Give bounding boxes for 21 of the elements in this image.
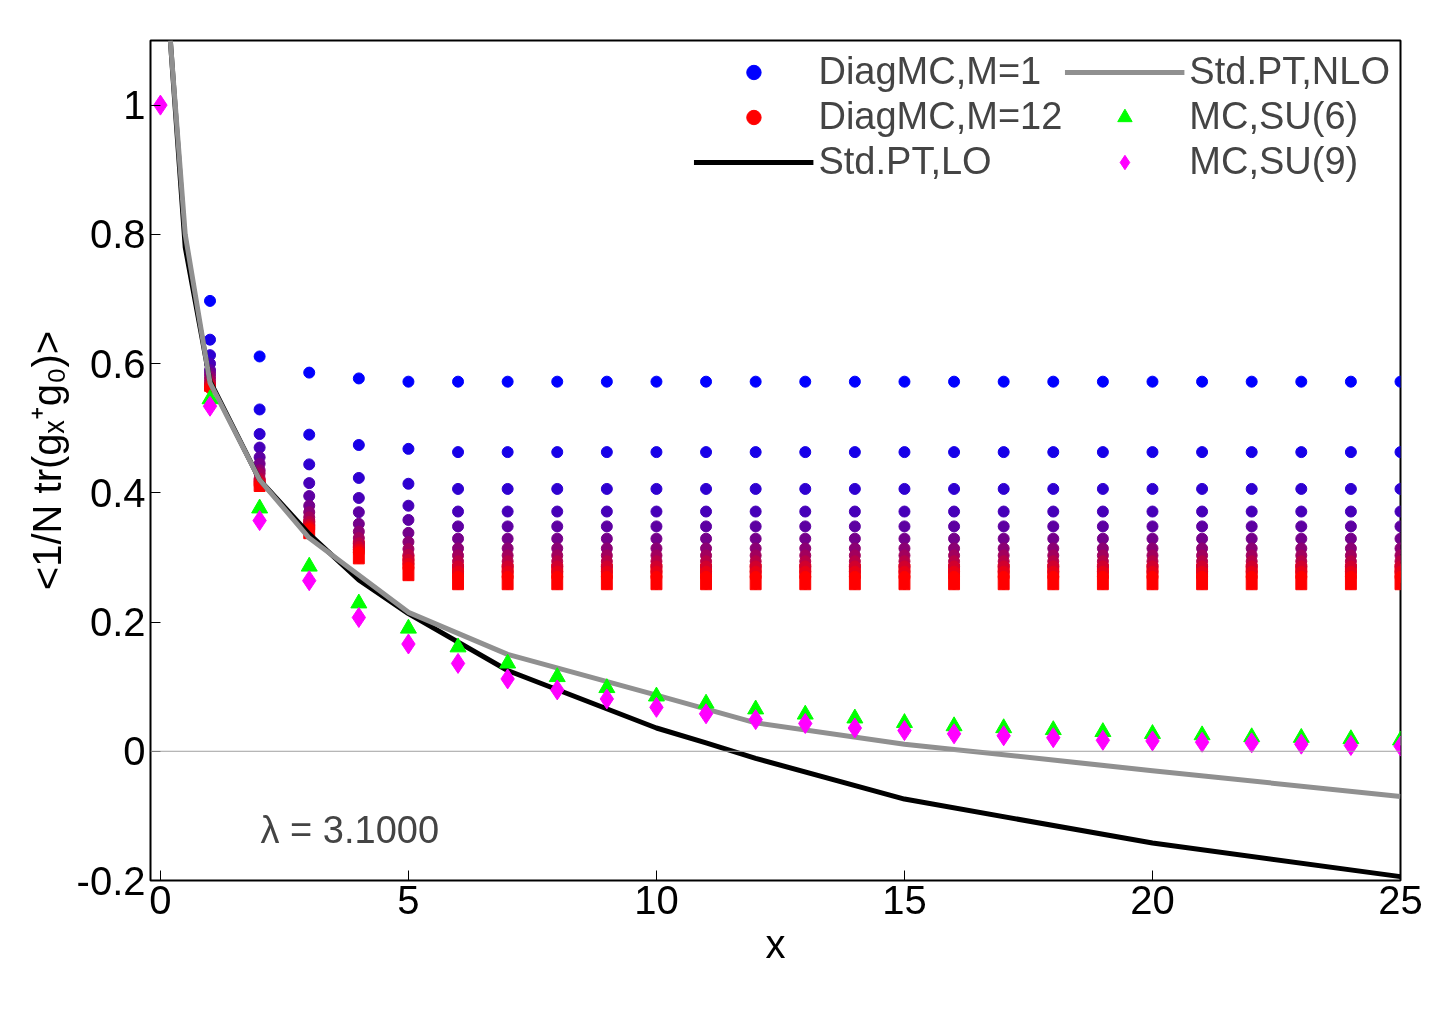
- annotation: λ = 3.1000: [260, 808, 440, 851]
- legend-label: DiagMC,M=12: [818, 95, 1063, 138]
- y-tick-label: 0.2: [89, 600, 146, 645]
- legend-label: MC,SU(6): [1189, 95, 1359, 138]
- y-tick-label: 0.6: [89, 341, 146, 386]
- legend-label: MC,SU(9): [1189, 140, 1359, 183]
- legend-label: Std.PT,LO: [818, 140, 992, 183]
- x-tick-label: 20: [1130, 877, 1175, 922]
- y-tick-label: 1: [123, 83, 146, 128]
- y-tick-label: 0.8: [89, 212, 146, 257]
- legend-label: DiagMC,M=1: [818, 50, 1042, 93]
- x-axis-title: x: [765, 921, 786, 966]
- y-tick-label: -0.2: [76, 858, 146, 903]
- x-tick-label: 5: [397, 877, 420, 922]
- legend-label: Std.PT,NLO: [1189, 50, 1390, 93]
- y-tick-label: 0.4: [89, 470, 146, 515]
- y-tick-label: 0: [123, 729, 146, 774]
- y-axis-title: <1/N tr(gₓ⁺g₀)>: [24, 330, 69, 591]
- x-tick-label: 15: [882, 877, 927, 922]
- x-tick-label: 10: [634, 877, 679, 922]
- x-tick-label: 25: [1378, 877, 1423, 922]
